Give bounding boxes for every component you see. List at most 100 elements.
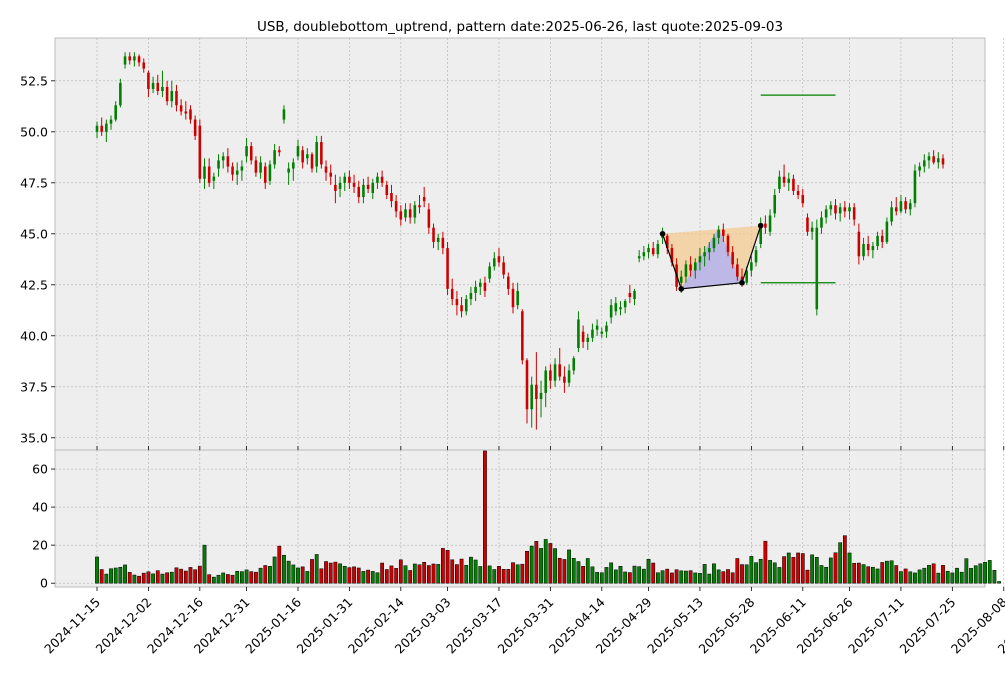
volume-bar: [118, 566, 123, 584]
volume-bar: [314, 554, 319, 584]
volume-bar: [571, 558, 576, 584]
volume-bar: [478, 566, 483, 584]
candle-body: [362, 184, 365, 198]
volume-bar: [931, 563, 936, 584]
volume-bar: [469, 556, 473, 584]
volume-bar: [123, 564, 127, 584]
volume-bar: [613, 569, 618, 584]
candle-body: [862, 244, 865, 257]
volume-bar: [749, 556, 754, 584]
volume-bar: [235, 570, 240, 584]
candle-body: [665, 235, 669, 249]
candle-body: [525, 360, 529, 410]
volume-bar: [754, 562, 758, 584]
candle-body: [857, 231, 861, 257]
volume-bar: [534, 541, 539, 584]
candle-body: [282, 109, 286, 120]
candle-body: [764, 223, 767, 228]
volume-bar: [707, 573, 712, 584]
volume-bar: [520, 563, 525, 584]
volume-bar: [506, 569, 511, 584]
volume-bar: [384, 569, 389, 584]
volume-bar: [786, 552, 791, 584]
candle-body: [460, 305, 463, 312]
candle-body: [591, 329, 594, 338]
volume-bar: [272, 556, 277, 584]
candle-body: [684, 264, 688, 277]
candle-body: [268, 164, 272, 181]
volume-bar: [581, 566, 585, 584]
volume-bar: [875, 568, 880, 584]
volume-bar: [627, 572, 632, 584]
volume-tick-label: 0: [40, 576, 48, 591]
candle-body: [348, 176, 351, 183]
candle-body: [133, 56, 136, 61]
candle-body: [493, 258, 496, 267]
chart-title: USB, doublebottom_uptrend, pattern date:…: [257, 19, 783, 35]
volume-bar: [497, 566, 501, 584]
volume-bar: [282, 554, 286, 584]
volume-bar: [324, 561, 328, 584]
price-tick-label: 42.5: [20, 277, 48, 292]
candle-body: [259, 162, 262, 173]
volume-bar: [674, 569, 679, 584]
candle-body: [488, 266, 491, 279]
candle-body: [334, 184, 337, 191]
volume-bar: [651, 562, 656, 584]
candle-body: [366, 184, 370, 189]
volume-bar: [525, 550, 529, 584]
candle-body: [792, 178, 795, 191]
candle-body: [609, 305, 613, 318]
candle-body: [296, 146, 300, 157]
candle-body: [147, 72, 150, 89]
volume-bar: [483, 450, 487, 584]
volume-bar: [99, 569, 104, 584]
candle-body: [516, 290, 519, 306]
volume-bar: [539, 548, 543, 584]
volume-bar: [721, 571, 726, 584]
candle-body: [731, 252, 734, 265]
candle-body: [263, 166, 267, 183]
volume-bar: [254, 571, 258, 584]
volume-bar: [160, 573, 165, 584]
volume-bar: [810, 554, 815, 584]
candle-body: [820, 217, 823, 228]
candle-body: [207, 166, 211, 183]
candle-body: [114, 105, 117, 120]
candle-body: [549, 370, 552, 381]
candle-body: [894, 207, 898, 212]
volume-bar: [342, 566, 347, 584]
volume-bar: [174, 567, 179, 584]
candle-body: [310, 154, 314, 169]
candle-body: [572, 358, 576, 371]
volume-bar: [763, 540, 768, 584]
volume-bar: [183, 570, 188, 584]
candle-body: [217, 160, 220, 169]
volume-bar: [959, 571, 964, 584]
volume-bar: [151, 573, 155, 584]
candle-body: [656, 244, 660, 255]
candle-body: [880, 235, 884, 242]
candle-body: [539, 392, 543, 400]
volume-bar: [702, 564, 707, 584]
candle-body: [577, 319, 580, 349]
volume-bar: [277, 545, 282, 584]
candle-body: [446, 248, 449, 289]
volume-bar: [973, 565, 978, 584]
candle-body: [838, 207, 842, 214]
volume-bar: [347, 567, 352, 584]
volume-bar: [712, 563, 716, 584]
volume-bar: [871, 566, 875, 584]
volume-bar: [978, 563, 983, 584]
volume-bar: [445, 550, 450, 584]
candle-body: [249, 146, 253, 161]
candle-body: [399, 211, 403, 220]
candle-body: [151, 82, 155, 89]
candle-body: [338, 182, 342, 189]
candle-body: [315, 142, 318, 167]
volume-bar: [529, 545, 534, 584]
volume-bar: [436, 564, 441, 584]
candle-body: [212, 176, 216, 181]
candle-body: [109, 119, 113, 124]
